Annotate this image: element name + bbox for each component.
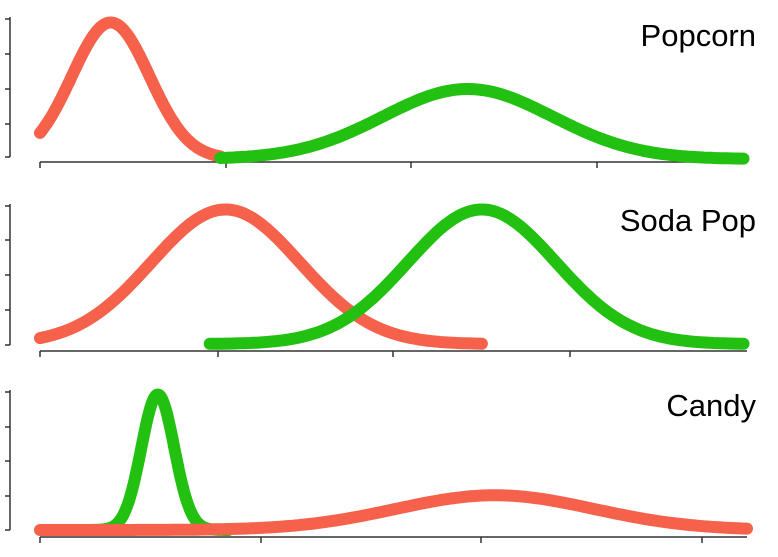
panel-title: Popcorn	[641, 18, 756, 53]
curve-green	[214, 83, 750, 165]
axis-ticks	[5, 391, 703, 543]
axis-ticks	[5, 18, 598, 168]
axis-ticks	[5, 205, 571, 357]
curve-red	[34, 203, 488, 350]
curve-red	[34, 16, 227, 163]
curve-red	[34, 489, 753, 536]
panel-title: Candy	[666, 388, 756, 423]
panel-title: Soda Pop	[620, 203, 756, 238]
candy-panel: Candy	[5, 388, 757, 543]
curve-green	[203, 203, 750, 350]
soda-pop-panel: Soda Pop	[5, 203, 756, 357]
popcorn-panel: Popcorn	[5, 16, 756, 168]
curve-green	[81, 388, 235, 536]
